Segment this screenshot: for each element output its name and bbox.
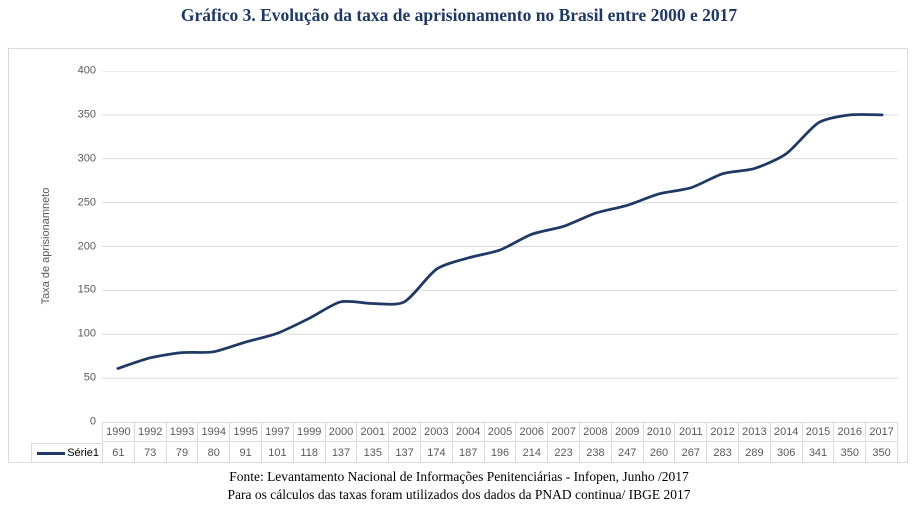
data-table-value-row: 61 73 79 80 91 101 118 137 135 137 174 187 196 214 223… — [102, 443, 898, 463]
year-cell: 2016 — [833, 423, 865, 441]
value-cell: 350 — [833, 443, 865, 462]
year-cell: 2001 — [356, 423, 388, 441]
ytick-label: 300 — [77, 152, 96, 165]
value-cell: 283 — [706, 443, 738, 462]
ytick-label: 150 — [77, 283, 96, 296]
year-cell: 2006 — [515, 423, 547, 441]
footer-notes: Fonte: Levantamento Nacional de Informaç… — [0, 468, 918, 504]
year-cell: 2013 — [737, 423, 770, 441]
year-cell: 2005 — [483, 423, 516, 441]
year-cell: 1993 — [165, 423, 198, 441]
year-cell: 1995 — [229, 423, 261, 441]
value-cell: 267 — [674, 443, 706, 462]
value-cell: 174 — [419, 443, 452, 462]
value-cell: 341 — [801, 443, 834, 462]
ytick-label: 350 — [77, 108, 96, 121]
chart-title: Gráfico 3. Evolução da taxa de aprisiona… — [180, 5, 738, 25]
year-cell: 2010 — [642, 423, 675, 441]
value-cell: 137 — [388, 443, 420, 462]
ytick-label: 100 — [77, 327, 96, 340]
legend-cell: Série1 — [31, 443, 102, 463]
year-cell: 2007 — [547, 423, 579, 441]
series-line — [116, 113, 884, 370]
year-cell: 2009 — [610, 423, 643, 441]
year-cell: 1994 — [197, 423, 229, 441]
value-cell: 187 — [451, 443, 484, 462]
legend-line-swatch — [37, 451, 66, 455]
value-cell: 61 — [102, 443, 134, 462]
value-cell: 91 — [229, 443, 261, 462]
year-cell: 1992 — [133, 423, 166, 441]
legend-series-label: Série1 — [67, 447, 99, 459]
year-cell: 2002 — [388, 423, 420, 441]
chart-frame: Taxa de aprisionamneto 400 350 300 250 200 15… — [8, 48, 908, 463]
value-cell: 289 — [737, 443, 770, 462]
value-cell: 80 — [197, 443, 229, 462]
line-chart-plot-area — [102, 71, 898, 379]
year-cell: 2017 — [865, 423, 897, 441]
ytick-label: 50 — [83, 371, 96, 384]
value-cell: 260 — [642, 443, 675, 462]
value-cell: 79 — [165, 443, 198, 462]
year-cell: 2015 — [801, 423, 834, 441]
year-cell: 2004 — [451, 423, 484, 441]
ytick-label: 200 — [77, 240, 96, 252]
year-cell: 2014 — [769, 423, 802, 441]
ytick-label: 0 — [89, 415, 96, 428]
year-cell: 2000 — [324, 423, 357, 441]
year-cell: 2012 — [706, 423, 738, 441]
value-cell: 137 — [324, 443, 357, 462]
value-cell: 247 — [610, 443, 643, 462]
ytick-label: 400 — [77, 64, 96, 77]
value-cell: 238 — [578, 443, 611, 462]
value-cell: 135 — [356, 443, 388, 462]
year-cell: 2003 — [419, 423, 452, 441]
value-cell: 118 — [292, 443, 325, 462]
year-cell: 2008 — [578, 423, 611, 441]
year-cell: 2011 — [674, 423, 706, 441]
value-cell: 350 — [865, 443, 897, 462]
value-cell: 223 — [547, 443, 579, 462]
year-cell: 1997 — [260, 423, 293, 441]
year-cell: 1990 — [102, 423, 134, 441]
year-cell: 1999 — [292, 423, 325, 441]
value-cell: 214 — [515, 443, 547, 462]
value-cell: 306 — [769, 443, 802, 462]
y-axis-title: Taxa de aprisionamneto — [40, 187, 52, 305]
ytick-label: 250 — [77, 196, 96, 209]
value-cell: 73 — [133, 443, 166, 462]
data-table-year-header-row: 1990 1992 1993 1994 1995 1997 1999 2000 2001 2002… — [102, 422, 898, 442]
source-note: Fonte: Levantamento Nacional de Informaç… — [229, 469, 689, 484]
value-cell: 196 — [483, 443, 516, 462]
methodology-note: Para os cálculos das taxas foram utiliza… — [227, 487, 691, 503]
value-cell: 101 — [260, 443, 293, 462]
